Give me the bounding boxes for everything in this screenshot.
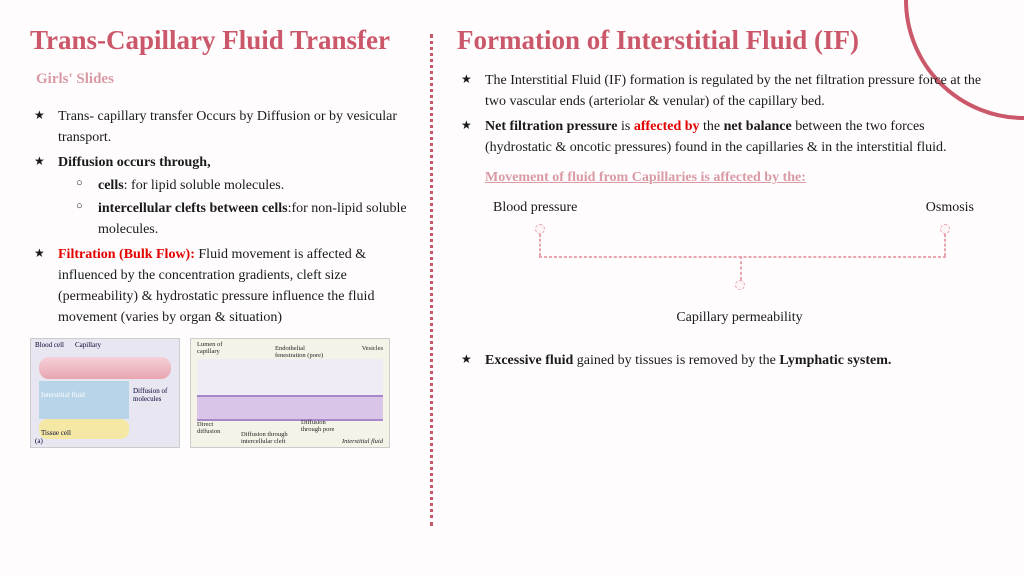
diagram-capillary-diffusion: Blood cell Capillary Interstitial fluid … — [30, 338, 180, 448]
bullet-item: Trans- capillary transfer Occurs by Diff… — [30, 106, 412, 148]
left-title: Trans-Capillary Fluid Transfer Girls' Sl… — [30, 24, 412, 92]
left-bullets: Trans- capillary transfer Occurs by Diff… — [30, 106, 412, 328]
movement-header: Movement of fluid from Capillaries is af… — [485, 170, 994, 186]
column-divider — [430, 34, 433, 526]
bullet-item: Net filtration pressure is affected by t… — [457, 116, 994, 158]
factors-diagram: Blood pressure Osmosis Capillary permeab… — [485, 200, 994, 340]
bullet-item: Diffusion occurs through, cells: for lip… — [30, 152, 412, 240]
bullet-item: Filtration (Bulk Flow): Fluid movement i… — [30, 244, 412, 328]
label-blood-pressure: Blood pressure — [493, 200, 577, 216]
right-bullets: The Interstitial Fluid (IF) formation is… — [457, 70, 994, 158]
label-cap-perm: Capillary permeability — [485, 310, 994, 326]
sub-bullet: cells: for lipid soluble molecules. — [58, 175, 412, 196]
right-column: Formation of Interstitial Fluid (IF) The… — [441, 24, 994, 556]
node-icon — [535, 224, 545, 234]
left-column: Trans-Capillary Fluid Transfer Girls' Sl… — [30, 24, 430, 556]
images-row: Blood cell Capillary Interstitial fluid … — [30, 338, 412, 448]
left-subtitle: Girls' Slides — [36, 71, 114, 87]
bullet-item: The Interstitial Fluid (IF) formation is… — [457, 70, 994, 112]
node-icon — [735, 280, 745, 290]
slide-container: Trans-Capillary Fluid Transfer Girls' Sl… — [0, 0, 1024, 576]
bullet-item: Excessive fluid gained by tissues is rem… — [457, 350, 994, 371]
label-osmosis: Osmosis — [926, 200, 974, 216]
node-icon — [940, 224, 950, 234]
right-bullets-2: Excessive fluid gained by tissues is rem… — [457, 350, 994, 371]
diagram-capillary-wall: Lumen of capillary Intercellular cleft E… — [190, 338, 390, 448]
sub-bullet: intercellular clefts between cells:for n… — [58, 198, 412, 240]
